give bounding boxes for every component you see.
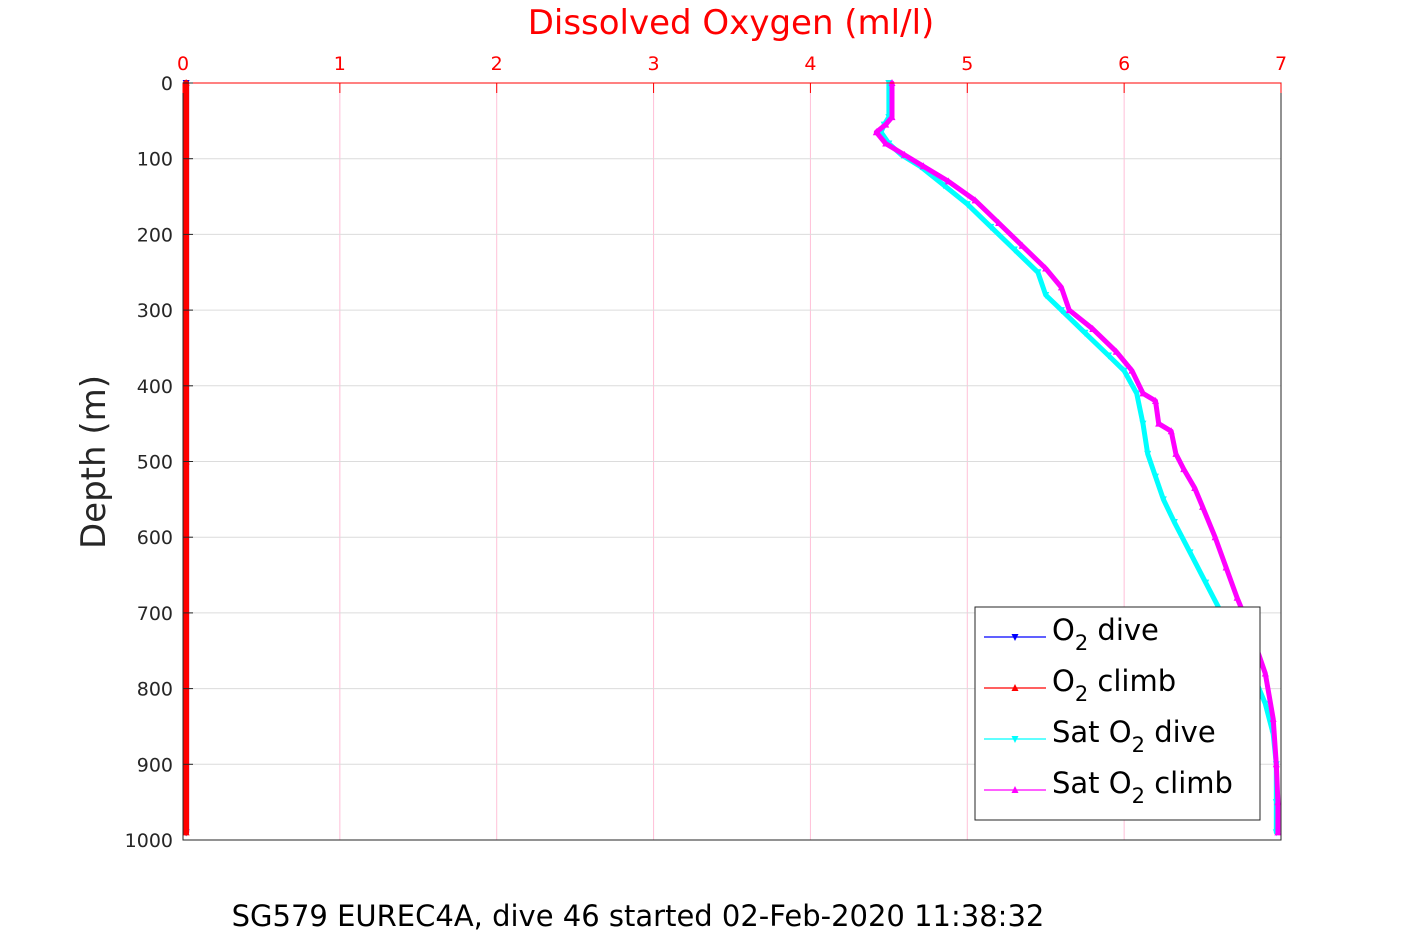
legend-entry-sub: 2: [1132, 784, 1145, 808]
legend-entry-post: dive: [1145, 715, 1216, 749]
legend-swatch-marker: [1011, 786, 1019, 793]
data-point-sat-o2-dive: [1057, 307, 1065, 315]
data-point-sat-o2-dive: [1261, 700, 1269, 708]
data-point-sat-o2-dive: [1081, 329, 1089, 337]
data-point-sat-o2-climb: [1199, 502, 1207, 510]
x-tick-label: 4: [804, 53, 816, 75]
data-point-sat-o2-climb: [1261, 669, 1269, 677]
data-point-sat-o2-climb: [901, 150, 909, 158]
data-point-sat-o2-climb: [944, 177, 952, 185]
data-point-sat-o2-dive: [1186, 549, 1194, 557]
x-tick-label: 6: [1118, 53, 1130, 75]
legend-entry-sub: 2: [1132, 733, 1145, 757]
legend-entry-pre: O: [1052, 664, 1075, 698]
legend-entry-pre: Sat O: [1052, 715, 1132, 749]
data-point-sat-o2-dive: [1202, 579, 1210, 587]
data-point-sat-o2-climb: [1272, 760, 1280, 768]
data-point-o2-climb: [182, 828, 190, 836]
legend-entry-label: O2 climb: [1052, 664, 1176, 706]
y-axis-ticks: 0 100 200 300 400 500 600 700 800 900 1000: [125, 73, 193, 852]
legend-swatch-marker: [1011, 634, 1019, 641]
data-point-sat-o2-dive: [1042, 291, 1050, 299]
data-point-sat-o2-climb: [1089, 325, 1097, 333]
data-point-sat-o2-climb: [1042, 264, 1050, 272]
legend-entry-post: climb: [1088, 664, 1176, 698]
data-point-sat-o2-climb: [1211, 533, 1219, 541]
x-tick-label: 5: [961, 53, 973, 75]
chart-caption: SG579 EUREC4A, dive 46 started 02-Feb-20…: [232, 899, 1045, 933]
data-point-sat-o2-dive: [1010, 246, 1018, 254]
x-tick-label: 3: [648, 53, 660, 75]
y-tick-label: 1000: [125, 830, 173, 852]
data-point-sat-o2-climb: [1274, 798, 1282, 806]
legend-box: [974, 606, 1261, 821]
x-tick-label: 1: [334, 53, 346, 75]
y-tick-label: 300: [137, 300, 173, 322]
x-tick-label: 7: [1275, 53, 1287, 75]
data-point-sat-o2-dive: [1120, 367, 1128, 375]
data-point-sat-o2-dive: [1104, 352, 1112, 360]
data-point-sat-o2-climb: [1065, 306, 1073, 314]
x-tick-label: 0: [177, 53, 189, 75]
y-tick-label: 400: [137, 376, 173, 398]
data-point-sat-o2-climb: [1191, 483, 1199, 491]
y-tick-label: 100: [137, 149, 173, 171]
y-tick-label: 0: [161, 73, 173, 95]
y-tick-label: 500: [137, 452, 173, 474]
data-point-sat-o2-climb: [1167, 427, 1175, 435]
data-point-sat-o2-climb: [888, 113, 896, 121]
data-point-sat-o2-climb: [1233, 593, 1241, 601]
data-point-sat-o2-dive: [1034, 269, 1042, 277]
legend-entry-post: dive: [1088, 613, 1159, 647]
x-axis-label: Dissolved Oxygen (ml/l): [528, 3, 935, 43]
data-point-sat-o2-climb: [919, 162, 927, 170]
legend-entry-pre: O: [1052, 613, 1075, 647]
data-point-sat-o2-climb: [995, 219, 1003, 227]
legend-entry-post: climb: [1145, 766, 1233, 800]
data-point-sat-o2-climb: [971, 196, 979, 204]
data-point-sat-o2-climb: [1172, 449, 1180, 457]
data-point-sat-o2-climb: [1222, 563, 1230, 571]
data-point-sat-o2-climb: [1018, 241, 1026, 249]
data-point-sat-o2-climb: [1274, 828, 1282, 836]
data-point-sat-o2-dive: [1170, 519, 1178, 527]
data-point-sat-o2-climb: [882, 120, 890, 128]
data-point-sat-o2-climb: [1152, 396, 1160, 404]
data-point-sat-o2-dive: [1159, 496, 1167, 504]
data-point-sat-o2-dive: [1139, 420, 1147, 428]
data-point-sat-o2-dive: [987, 223, 995, 231]
legend-entry-sub: 2: [1075, 682, 1088, 706]
data-point-sat-o2-dive: [1144, 450, 1152, 458]
legend-swatch-marker: [1011, 684, 1019, 691]
y-tick-label: 200: [137, 224, 173, 246]
data-point-sat-o2-climb: [1128, 366, 1136, 374]
legend-swatch-marker: [1011, 736, 1019, 743]
data-point-sat-o2-climb: [1057, 283, 1065, 291]
y-tick-label: 700: [137, 603, 173, 625]
legend-entry-sub: 2: [1075, 631, 1088, 655]
data-point-sat-o2-climb: [1139, 389, 1147, 397]
legend-entry-label: Sat O2 dive: [1052, 715, 1216, 757]
x-tick-label: 2: [491, 53, 503, 75]
data-point-sat-o2-dive: [1152, 473, 1160, 481]
data-point-sat-o2-climb: [1112, 347, 1120, 355]
y-tick-label: 600: [137, 527, 173, 549]
y-axis-label: Depth (m): [74, 375, 114, 549]
data-point-sat-o2-climb: [1180, 465, 1188, 473]
data-point-sat-o2-dive: [963, 201, 971, 209]
y-tick-label: 800: [137, 679, 173, 701]
data-point-sat-o2-climb: [1269, 714, 1277, 722]
legend-entry-label: Sat O2 climb: [1052, 766, 1233, 808]
data-point-sat-o2-dive: [1133, 390, 1141, 398]
data-point-sat-o2-climb: [882, 139, 890, 147]
data-point-sat-o2-climb: [872, 128, 880, 136]
x-axis-ticks: 0 1 2 3 4 5 6 7: [177, 53, 1287, 93]
y-tick-label: 900: [137, 754, 173, 776]
legend-entry-label: O2 dive: [1052, 613, 1159, 655]
data-point-sat-o2-climb: [1155, 419, 1163, 427]
legend-entry-pre: Sat O: [1052, 766, 1132, 800]
